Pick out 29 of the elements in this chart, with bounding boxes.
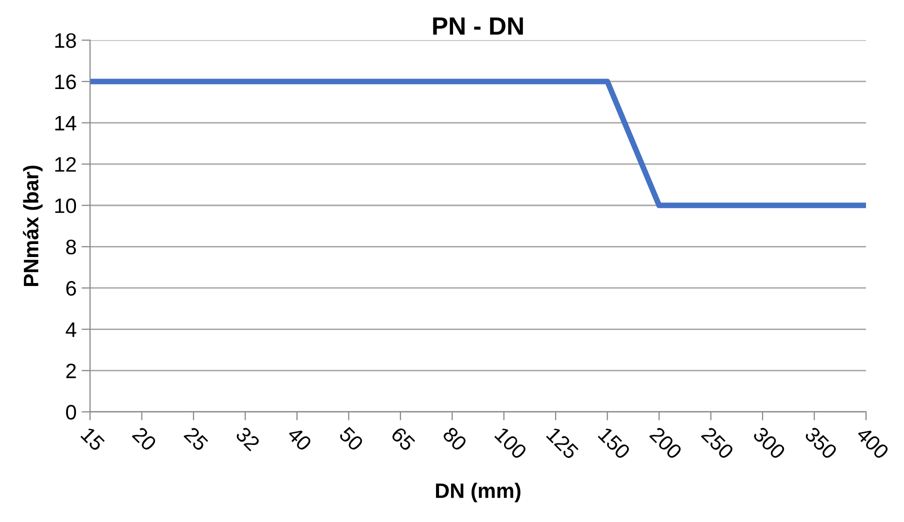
x-tick-label: 80 (442, 426, 468, 452)
x-tick-label: 100 (494, 426, 528, 460)
x-tick-label: 50 (338, 426, 364, 452)
y-tick-label: 4 (66, 322, 76, 337)
x-tick-label: 15 (80, 426, 106, 452)
y-tick-label: 16 (55, 74, 76, 90)
x-tick-label: 250 (700, 426, 734, 460)
y-axis-title: PNmáx (bar) (22, 166, 43, 286)
chart-title: PN - DN (433, 17, 523, 35)
y-tick-label: 0 (66, 404, 76, 420)
x-tick-label: 300 (752, 426, 786, 460)
x-tick-label: 65 (390, 426, 416, 452)
x-tick-label: 125 (546, 426, 580, 460)
x-tick-label: 200 (649, 426, 683, 460)
y-tick-label: 14 (55, 116, 76, 130)
x-tick-label: 25 (183, 426, 209, 452)
x-tick-label: 32 (234, 426, 260, 452)
x-axis-title: DN (mm) (436, 482, 520, 502)
y-tick-label: 8 (66, 240, 76, 254)
x-tick-label: 20 (132, 426, 158, 452)
y-tick-label: 18 (55, 33, 76, 48)
x-tick-label: 350 (804, 426, 838, 460)
x-tick-label: 400 (856, 426, 890, 460)
x-tick-label: 150 (598, 426, 631, 460)
x-tick-label: 40 (286, 426, 312, 452)
y-tick-label: 10 (55, 198, 76, 214)
y-tick-label: 6 (66, 280, 76, 296)
y-tick-label: 2 (66, 364, 76, 378)
y-tick-label: 12 (55, 157, 76, 172)
